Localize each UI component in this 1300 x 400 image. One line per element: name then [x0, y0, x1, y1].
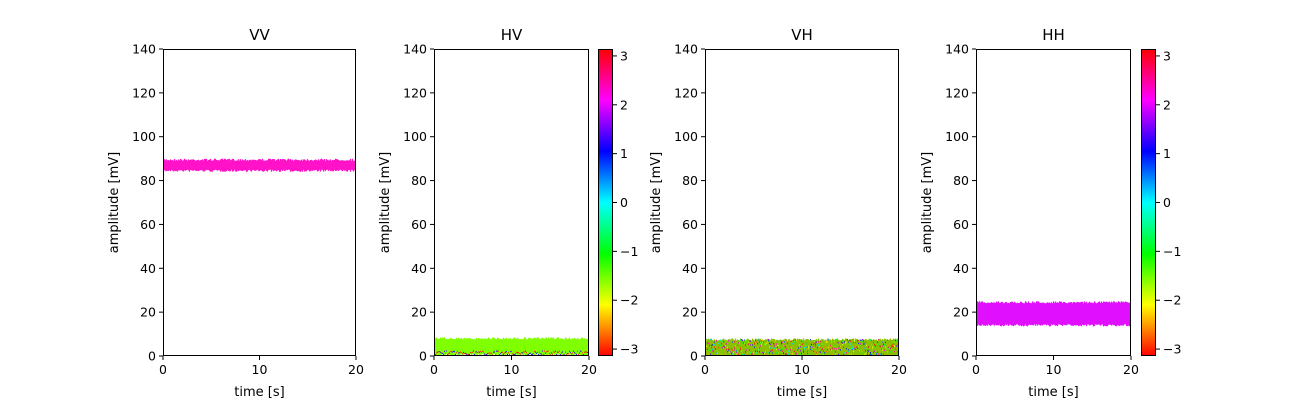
subplot-title: VH — [791, 26, 813, 44]
y-tick-label: 60 — [953, 217, 969, 232]
y-tick-label: 120 — [674, 85, 698, 100]
colorbar-tick-label: −2 — [620, 293, 638, 308]
y-axis-label: amplitude [mV] — [649, 152, 664, 254]
colorbar: 3 2 1 0 −1 −2 −3 — [598, 48, 638, 357]
colorbar-tick-label: 2 — [620, 97, 628, 112]
colorbar-tick-label: 0 — [620, 195, 628, 210]
colorbar-tick-label: 3 — [620, 48, 628, 63]
y-tick-label: 0 — [690, 349, 698, 364]
axes-frame — [434, 49, 589, 356]
subplot-hh: 0 20 40 60 80 100 120 140 0 10 20 HH time [s] amplitu… — [920, 26, 1139, 400]
x-tick-label: 20 — [348, 362, 364, 377]
colorbar-tick-label: −2 — [1163, 293, 1181, 308]
x-tick-label: 20 — [581, 362, 597, 377]
data-band — [434, 337, 589, 356]
y-tick-label: 80 — [140, 173, 156, 188]
colorbar-tick-label: 1 — [1163, 146, 1171, 161]
y-tick-label: 140 — [403, 42, 427, 57]
x-axis-label: time [s] — [486, 385, 536, 400]
x-axis-label: time [s] — [1028, 385, 1078, 400]
colorbar-frame — [598, 49, 613, 356]
y-tick-label: 0 — [148, 349, 156, 364]
x-axis-label: time [s] — [234, 385, 284, 400]
x-tick-label: 10 — [504, 362, 520, 377]
y-tick-label: 140 — [674, 42, 698, 57]
axes-frame — [976, 49, 1131, 356]
y-tick-label: 60 — [411, 217, 427, 232]
y-tick-label: 120 — [945, 85, 969, 100]
y-tick-label: 120 — [403, 85, 427, 100]
subplot-hv: 0 20 40 60 80 100 120 140 0 10 20 HV time [s] amplitu… — [378, 26, 597, 400]
y-tick-label: 120 — [132, 85, 156, 100]
axes-frame — [163, 49, 356, 356]
y-tick-label: 140 — [132, 42, 156, 57]
y-tick-label: 20 — [411, 305, 427, 320]
x-tick-label: 20 — [1123, 362, 1139, 377]
colorbar-frame — [1141, 49, 1156, 356]
colorbar-tick-label: 0 — [1163, 195, 1171, 210]
axes-frame — [705, 49, 899, 356]
y-tick-label: 100 — [674, 129, 698, 144]
data-band — [976, 301, 1131, 327]
y-tick-label: 80 — [953, 173, 969, 188]
colorbar-tick-label: −1 — [1163, 244, 1181, 259]
y-tick-label: 20 — [682, 305, 698, 320]
x-tick-label: 0 — [159, 362, 167, 377]
colorbar-tick-label: 1 — [620, 146, 628, 161]
y-tick-label: 100 — [132, 129, 156, 144]
subplot-title: VV — [249, 26, 270, 44]
y-axis-label: amplitude [mV] — [378, 152, 393, 254]
x-tick-label: 0 — [972, 362, 980, 377]
data-band — [705, 338, 899, 356]
y-tick-label: 20 — [140, 305, 156, 320]
subplot-title: HV — [501, 26, 523, 44]
data-band — [163, 158, 356, 172]
x-tick-label: 0 — [430, 362, 438, 377]
y-tick-label: 40 — [140, 261, 156, 276]
colorbar-tick-label: −3 — [620, 342, 638, 357]
colorbar-tick-label: −3 — [1163, 342, 1181, 357]
colorbar: 3 2 1 0 −1 −2 −3 — [1141, 48, 1181, 357]
y-tick-label: 100 — [945, 129, 969, 144]
y-tick-label: 20 — [953, 305, 969, 320]
colorbar-tick-label: 2 — [1163, 97, 1171, 112]
x-tick-label: 0 — [701, 362, 709, 377]
y-tick-label: 40 — [953, 261, 969, 276]
subplot-vv: 0 20 40 60 80 100 120 140 0 10 20 VV time [s] amplitu… — [107, 26, 364, 400]
y-tick-label: 100 — [403, 129, 427, 144]
x-tick-label: 10 — [1046, 362, 1062, 377]
y-axis-label: amplitude [mV] — [920, 152, 935, 254]
y-tick-label: 60 — [682, 217, 698, 232]
colorbar-tick-label: −1 — [620, 244, 638, 259]
y-tick-label: 40 — [682, 261, 698, 276]
x-tick-label: 10 — [794, 362, 810, 377]
y-axis-label: amplitude [mV] — [107, 152, 122, 254]
x-tick-label: 10 — [252, 362, 268, 377]
colorbar-tick-label: 3 — [1163, 48, 1171, 63]
y-tick-label: 0 — [961, 349, 969, 364]
y-tick-label: 60 — [140, 217, 156, 232]
colorbar-gradient — [598, 49, 613, 356]
subplot-title: HH — [1042, 26, 1065, 44]
colorbar-gradient — [1141, 49, 1156, 356]
y-tick-label: 140 — [945, 42, 969, 57]
x-tick-label: 20 — [891, 362, 907, 377]
x-axis-label: time [s] — [777, 385, 827, 400]
y-tick-label: 80 — [682, 173, 698, 188]
y-tick-label: 0 — [419, 349, 427, 364]
subplot-vh: 0 20 40 60 80 100 120 140 0 10 20 VH time [s] amplitu… — [649, 26, 907, 400]
y-tick-label: 40 — [411, 261, 427, 276]
y-tick-label: 80 — [411, 173, 427, 188]
